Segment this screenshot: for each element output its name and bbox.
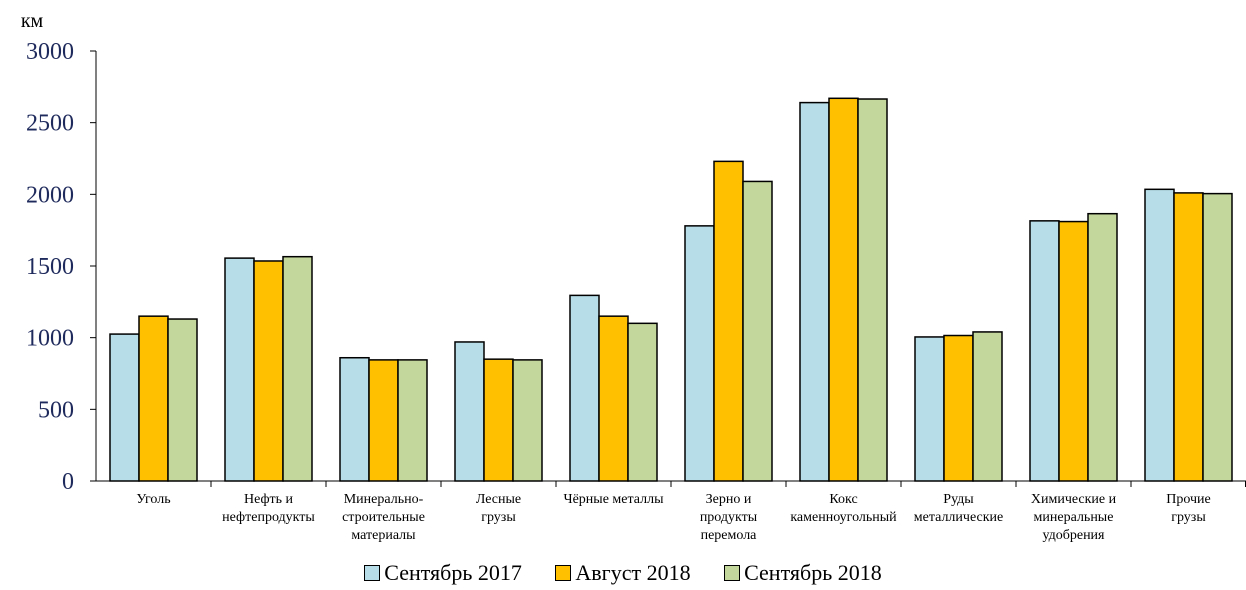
x-tick-label: строительные xyxy=(342,510,425,525)
legend: Сентябрь 2017 Август 2018 Сентябрь 2018 xyxy=(0,560,1246,587)
bar-series-1 xyxy=(598,315,629,482)
x-tick-label: грузы xyxy=(481,510,516,525)
x-tick-label: Нефть и xyxy=(244,492,294,507)
x-tick-label: грузы xyxy=(1171,510,1206,525)
y-tick-label: 1500 xyxy=(26,254,74,280)
bar-series-2 xyxy=(627,322,658,482)
bar-series-1 xyxy=(253,260,284,482)
x-tick-label: каменноугольный xyxy=(790,510,897,525)
bar-series-1 xyxy=(828,97,859,482)
bar-series-1 xyxy=(713,160,744,482)
legend-item-series-2: Сентябрь 2018 xyxy=(724,560,882,586)
bar-series-1 xyxy=(943,334,974,482)
x-tick-label: продукты xyxy=(700,510,758,525)
x-tick-label: материалы xyxy=(351,528,416,543)
bar-series-2 xyxy=(167,318,198,482)
bars xyxy=(109,97,1233,482)
y-axis-label: км xyxy=(21,10,44,32)
bar-series-2 xyxy=(397,359,428,482)
x-tick-label: Прочие xyxy=(1166,492,1211,507)
bar-series-0 xyxy=(339,356,370,482)
bar-series-2 xyxy=(1202,192,1233,482)
legend-swatch-series-2 xyxy=(724,565,741,581)
bar-series-1 xyxy=(483,358,514,482)
bar-series-2 xyxy=(742,180,773,482)
x-tick-label: удобрения xyxy=(1042,528,1105,543)
x-tick-label: Химические и xyxy=(1031,492,1117,507)
bar-series-1 xyxy=(368,359,399,482)
x-tick-label: нефтепродукты xyxy=(222,510,315,525)
bar-series-1 xyxy=(138,315,169,482)
legend-label-series-2: Сентябрь 2018 xyxy=(744,560,882,585)
x-tick-label: Кокс xyxy=(829,492,857,507)
x-axis: Уголь Нефть и нефтепродукты Минерально-стро… xyxy=(96,480,1246,543)
y-tick-label: 2500 xyxy=(26,111,74,137)
bar-series-0 xyxy=(684,225,715,482)
x-tick-label: минеральные xyxy=(1034,510,1114,525)
bar-series-1 xyxy=(1173,192,1204,482)
bar-series-0 xyxy=(224,257,255,482)
bar-series-1 xyxy=(1058,220,1089,482)
bar-series-0 xyxy=(109,333,140,482)
x-tick-label: Чёрные металлы xyxy=(563,492,664,507)
x-tick-label: перемола xyxy=(701,528,758,543)
legend-swatch-series-1 xyxy=(555,565,572,581)
y-tick-label: 1000 xyxy=(26,326,74,352)
bar-series-0 xyxy=(1144,188,1175,482)
x-tick-label: металлические xyxy=(914,510,1004,525)
bar-series-2 xyxy=(857,98,888,482)
bar-series-0 xyxy=(569,294,600,482)
x-tick-label: Зерно и xyxy=(706,492,752,507)
bar-series-0 xyxy=(914,336,945,482)
bar-series-2 xyxy=(1087,212,1118,482)
y-axis: 0 500 1000 1500 2000 2500 3000 xyxy=(26,39,97,495)
bar-series-0 xyxy=(799,101,830,482)
y-tick-label: 500 xyxy=(38,397,74,423)
x-tick-label: Уголь xyxy=(136,492,170,507)
legend-item-series-1: Август 2018 xyxy=(555,560,691,586)
legend-item-series-0: Сентябрь 2017 xyxy=(364,560,522,586)
bar-series-2 xyxy=(282,255,313,482)
bar-series-2 xyxy=(972,331,1003,482)
x-tick-label: Руды xyxy=(943,492,974,507)
y-tick-label: 2000 xyxy=(26,182,74,208)
legend-swatch-series-0 xyxy=(364,565,381,581)
legend-label-series-0: Сентябрь 2017 xyxy=(384,560,522,585)
x-tick-label: Лесные xyxy=(476,492,521,507)
bar-series-0 xyxy=(454,341,485,482)
x-tick-label: Минерально- xyxy=(344,492,424,507)
bar-series-0 xyxy=(1029,220,1060,482)
y-tick-label: 3000 xyxy=(26,39,74,65)
legend-label-series-1: Август 2018 xyxy=(575,560,691,585)
y-tick-label: 0 xyxy=(62,469,74,495)
bar-series-2 xyxy=(512,359,543,482)
